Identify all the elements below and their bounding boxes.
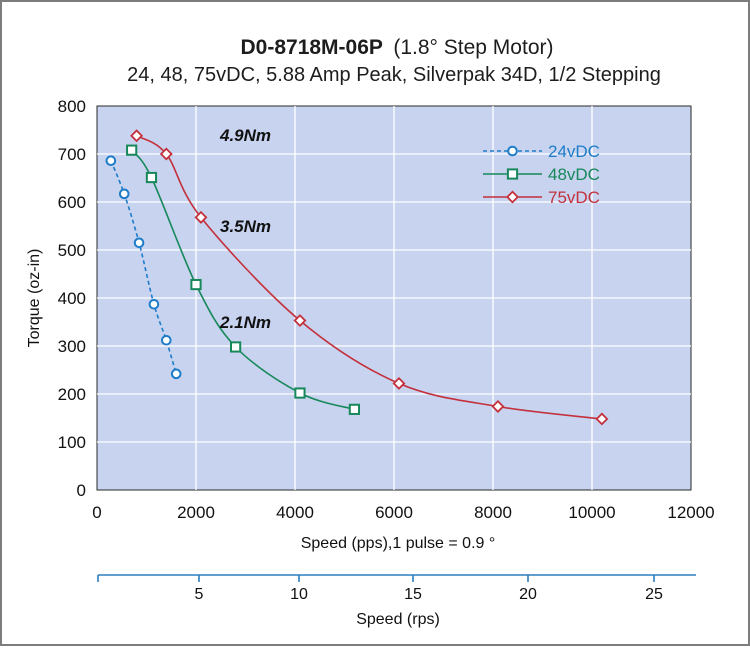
rps-tick-label: 15: [404, 586, 422, 603]
data-point-75vdc: [293, 314, 307, 328]
rps-axis-label: Speed (rps): [356, 611, 440, 628]
x-tick-label: 12000: [667, 503, 714, 522]
data-point-75vdc: [595, 412, 609, 426]
series-48vdc: [126, 144, 360, 415]
x-tick-label: 4000: [276, 503, 314, 522]
y-tick-label: 200: [58, 385, 86, 404]
legend: 24vDC 48vDC 75vDC: [483, 142, 600, 207]
torque-annotation: 4.9Nm: [219, 126, 271, 145]
rps-tick-label: 10: [290, 586, 308, 603]
annotations: 4.9Nm 3.5Nm 2.1Nm: [219, 126, 271, 332]
legend-marker-48vdc: [506, 168, 519, 180]
chart-title: D0-8718M-06P (1.8° Step Motor): [241, 36, 554, 59]
y-tick-label: 0: [77, 481, 86, 500]
data-point-24vdc: [161, 334, 172, 346]
series-layer: [105, 129, 609, 426]
x-tick-label: 8000: [474, 503, 512, 522]
axes: 0 2000 4000 6000 8000 10000 12000 0 100 200 300 400…: [58, 97, 715, 522]
x-axis-label: Speed (pps),1 pulse = 0.9 °: [301, 535, 496, 552]
data-point-75vdc: [194, 210, 208, 224]
legend-marker-24vdc: [507, 145, 518, 157]
legend-marker-75vdc: [506, 190, 519, 204]
x-tick-label: 6000: [375, 503, 413, 522]
torque-annotation: 2.1Nm: [219, 313, 271, 332]
rps-tick-label: 25: [645, 586, 663, 603]
data-point-75vdc: [159, 147, 173, 161]
y-tick-label: 500: [58, 241, 86, 260]
data-point-48vdc: [348, 403, 360, 415]
torque-annotation: 3.5Nm: [220, 217, 271, 236]
x-tick-label: 10000: [568, 503, 615, 522]
y-tick-label: 800: [58, 97, 86, 116]
y-axis-label: Torque (oz-in): [26, 249, 43, 348]
data-point-48vdc: [126, 144, 138, 156]
chart-title-bold: D0-8718M-06P: [241, 36, 383, 59]
series-24vdc: [105, 155, 182, 380]
x-tick-label: 0: [92, 503, 101, 522]
rps-axis-ticks: 5 10 15 20 25: [195, 575, 663, 603]
legend-entry-24vdc: 24vDC: [483, 142, 600, 161]
data-point-24vdc: [148, 298, 160, 310]
rps-tick-label: 5: [195, 586, 204, 603]
data-point-48vdc: [294, 387, 306, 399]
rps-tick-label: 20: [519, 586, 537, 603]
data-point-75vdc: [130, 129, 144, 143]
data-point-75vdc: [491, 400, 505, 413]
legend-entry-75vdc: 75vDC: [483, 188, 600, 207]
y-tick-label: 400: [58, 289, 86, 308]
y-tick-label: 300: [58, 337, 86, 356]
legend-label-75vdc: 75vDC: [548, 188, 600, 207]
data-point-75vdc: [392, 376, 406, 390]
x-tick-label: 2000: [177, 503, 215, 522]
legend-label-24vdc: 24vDC: [548, 142, 600, 161]
data-point-24vdc: [170, 368, 182, 380]
data-point-24vdc: [105, 155, 117, 167]
data-point-48vdc: [230, 341, 242, 353]
data-point-48vdc: [190, 278, 202, 291]
y-tick-label: 600: [58, 193, 86, 212]
y-tick-label: 100: [58, 433, 86, 452]
data-point-24vdc: [118, 188, 130, 200]
data-point-24vdc: [133, 237, 145, 249]
legend-entry-48vdc: 48vDC: [483, 165, 600, 184]
chart-title-rest: (1.8° Step Motor): [393, 36, 553, 59]
series-75vdc: [130, 129, 609, 426]
y-tick-label: 700: [58, 145, 86, 164]
legend-label-48vdc: 48vDC: [548, 165, 600, 184]
data-point-48vdc: [145, 171, 158, 184]
grid-lines: [97, 106, 691, 490]
chart-subtitle: 24, 48, 75vDC, 5.88 Amp Peak, Silverpak …: [127, 64, 661, 86]
